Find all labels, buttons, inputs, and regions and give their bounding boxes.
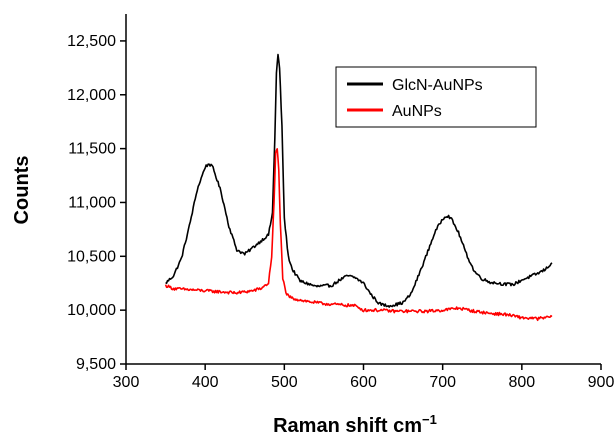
- legend-box: [335, 66, 537, 128]
- x-axis-title: Raman shift cm−1: [273, 412, 437, 437]
- x-tick-label: 600: [350, 374, 377, 391]
- y-tick-label: 11,500: [68, 141, 116, 158]
- y-tick-label: 10,000: [67, 302, 116, 319]
- series-line-glcn-aunps: [165, 53, 553, 308]
- series-line-aunps: [164, 148, 553, 322]
- x-axis-title-main: Raman shift cm: [273, 415, 422, 437]
- y-tick-label: 9,500: [76, 356, 116, 373]
- x-axis-title-superscript: −1: [422, 412, 437, 427]
- y-axis-title: Counts: [11, 156, 33, 225]
- x-tick-label: 400: [192, 374, 219, 391]
- y-tick-label: 12,000: [67, 87, 116, 104]
- legend-label-aunps: AuNPs: [392, 103, 442, 120]
- legend: GlcN-AuNPs AuNPs: [335, 66, 537, 128]
- y-tick-label: 10,500: [67, 248, 116, 265]
- x-tick-label: 800: [508, 374, 535, 391]
- x-tick-label: 500: [271, 374, 298, 391]
- series-layer: [164, 53, 553, 322]
- y-tick-label: 12,500: [67, 33, 116, 50]
- x-tick-label: 900: [588, 374, 615, 391]
- x-tick-label: 300: [113, 374, 140, 391]
- x-ticks: 300 400 500 600 700 800 900: [113, 364, 615, 391]
- y-ticks: 9,500 10,000 10,500 11,000 11,500 12,000 12,50…: [67, 33, 126, 373]
- y-tick-label: 11,000: [68, 194, 116, 211]
- x-tick-label: 700: [429, 374, 456, 391]
- legend-label-glcn-aunps: GlcN-AuNPs: [392, 77, 483, 94]
